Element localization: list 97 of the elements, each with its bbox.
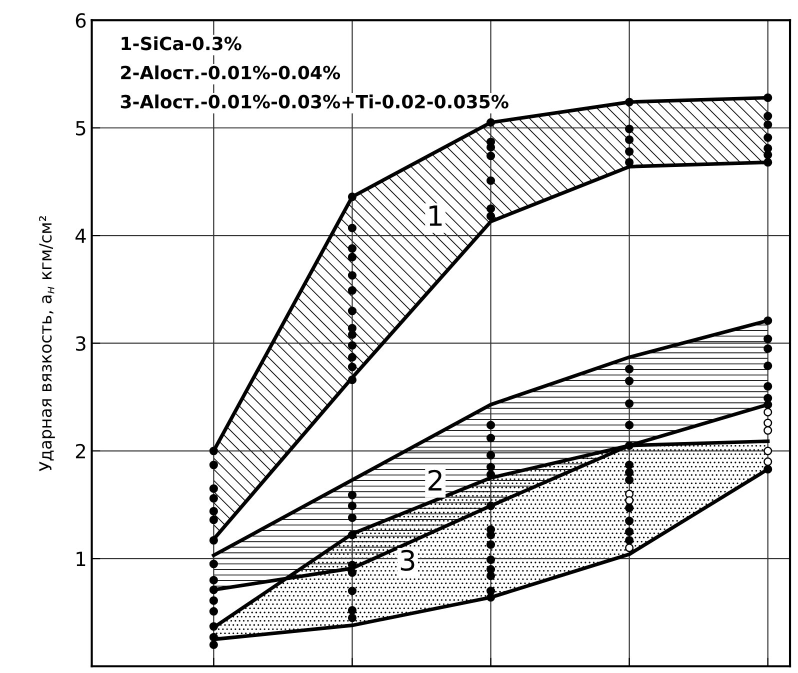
point [625,536,634,545]
point [625,399,634,408]
point [209,586,218,594]
series-label: 3 [400,550,414,571]
point [486,462,496,472]
point [764,362,772,370]
point [348,306,357,316]
point [209,576,218,584]
point [209,536,218,545]
y-tick-label: 2 [76,444,85,458]
series-label: 2 [428,470,442,490]
point [486,593,496,602]
point [625,516,634,526]
point [209,622,218,631]
point [486,152,496,160]
y-tick-label: 4 [75,228,86,243]
point [486,502,496,510]
point [764,464,772,474]
point [348,286,357,295]
point [764,334,772,344]
annotation: 1-SiCa-0.3% [122,36,242,50]
point [625,468,634,477]
point [209,640,218,650]
series-label: 1 [430,206,442,226]
point [625,420,634,430]
point [348,362,357,372]
point [625,147,634,156]
point [209,484,218,493]
point [625,460,634,470]
point [625,376,634,386]
y-axis-title: Ударная вязкость, a$_{н}$ кгм/см² [39,216,55,472]
point [209,560,218,568]
point [764,382,772,391]
point [348,606,357,615]
y-tick-label: 6 [76,13,86,28]
y-tick-label: 3 [76,336,86,351]
point [625,441,634,450]
point [348,224,357,232]
point [486,572,496,580]
point [764,408,772,416]
point [625,527,634,536]
point [209,446,218,456]
point [348,352,357,362]
point [209,460,218,470]
point [764,133,772,142]
annotation: 2-Alост.-0.01%-0.04% [121,65,340,80]
point [486,204,496,213]
point [764,93,772,102]
point [209,632,218,642]
point [348,271,357,280]
point [764,112,772,120]
point [486,118,496,127]
point [764,446,772,456]
point [209,494,218,503]
point [764,418,772,428]
point [625,158,634,167]
point [486,540,496,549]
point [486,450,496,460]
point [764,316,772,325]
point [625,504,634,512]
y-tick-label: 5 [76,121,86,136]
point [209,596,218,605]
point [348,252,357,262]
point [764,400,772,409]
point [625,544,634,552]
point [625,476,634,484]
point [348,376,357,384]
point [625,98,634,106]
annotation: 3-Alост.-0.01%-0.03%+Ti-0.02-0.035% [120,94,508,108]
point [209,506,218,516]
point [348,586,357,596]
point [625,496,634,505]
point [348,614,357,622]
point [348,192,357,202]
point [764,120,772,129]
point [348,244,357,253]
point [348,568,357,577]
point [486,176,496,185]
point [486,555,496,564]
point [348,502,357,510]
point [348,530,357,540]
point [764,158,772,167]
y-tick-label: 1 [76,552,86,566]
point [209,607,218,616]
point [764,344,772,353]
point [486,420,496,430]
point [764,457,772,466]
point [625,135,634,144]
point [486,434,496,442]
point [486,212,496,220]
point [625,124,634,134]
point [764,426,772,435]
point [625,364,634,374]
point [348,490,357,500]
point [209,516,218,524]
point [348,513,357,522]
point [348,341,357,350]
